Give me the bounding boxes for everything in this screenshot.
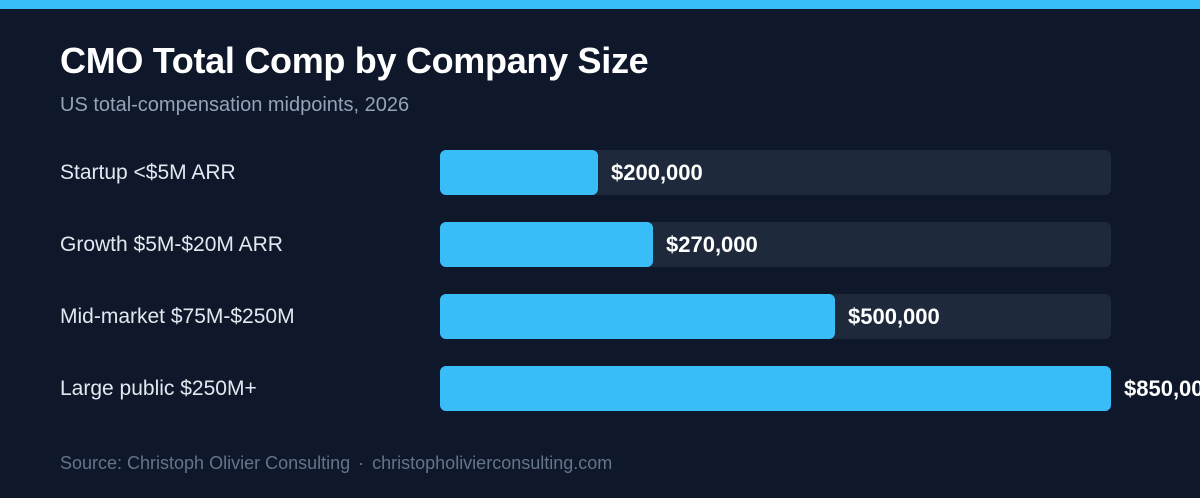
bar <box>440 366 1111 411</box>
bar <box>440 150 598 195</box>
value-label: $200,000 <box>611 160 703 185</box>
bar <box>440 222 653 267</box>
chart-subtitle: US total-compensation midpoints, 2026 <box>60 94 410 116</box>
footer: Source: Christoph Olivier Consulting · chr… <box>60 453 612 474</box>
chart-title: CMO Total Comp by Company Size <box>60 40 649 81</box>
value-label: $270,000 <box>666 232 758 257</box>
top-accent-bar <box>0 0 1200 9</box>
category-label: Large public $250M+ <box>60 377 257 400</box>
footer-website[interactable]: christopholivierconsulting.com <box>372 453 613 473</box>
bar-row: Mid-market $75M-$250M $500,000 <box>0 294 1200 339</box>
bar-row: Large public $250M+ $850,000 <box>0 366 1200 411</box>
bar-row: Startup <$5M ARR $200,000 <box>0 150 1200 195</box>
footer-separator: · <box>358 453 365 473</box>
value-label: $500,000 <box>848 304 940 329</box>
bar-row: Growth $5M-$20M ARR $270,000 <box>0 222 1200 267</box>
category-label: Growth $5M-$20M ARR <box>60 233 283 256</box>
bar <box>440 294 835 339</box>
footer-source: Source: Christoph Olivier Consulting <box>60 453 351 473</box>
category-label: Mid-market $75M-$250M <box>60 305 295 328</box>
value-label: $850,000 <box>1124 376 1200 401</box>
category-label: Startup <$5M ARR <box>60 161 236 184</box>
